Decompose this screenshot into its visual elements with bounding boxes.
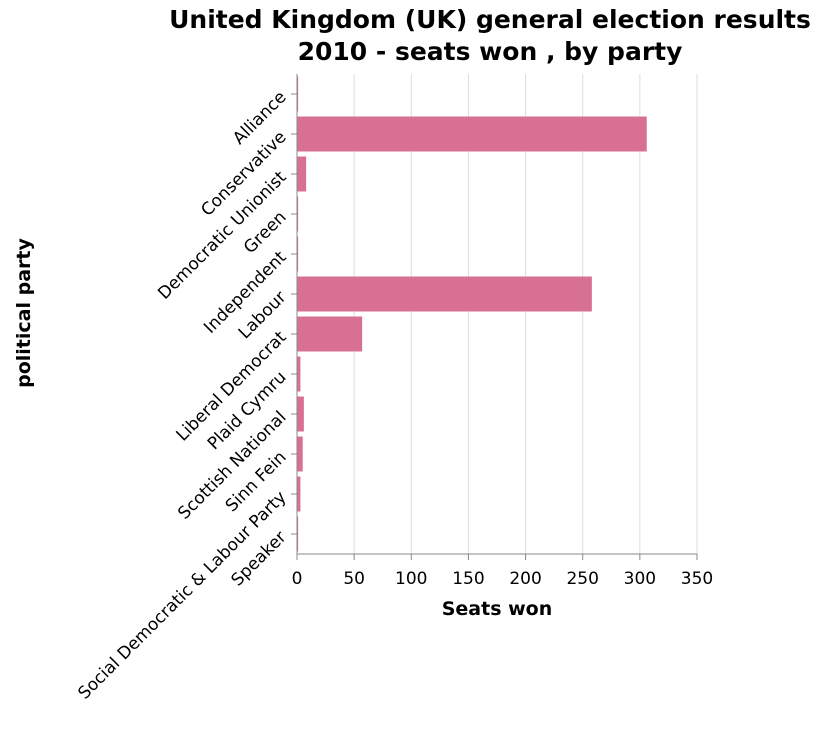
x-tick-label: 150 <box>452 569 484 589</box>
chart-title-line-2: 2010 - seats won , by party <box>298 37 683 66</box>
bar <box>297 436 303 472</box>
x-axis-title: Seats won <box>442 598 553 620</box>
gridlines <box>296 74 698 554</box>
bar <box>297 156 307 192</box>
chart-title-line-1: United Kingdom (UK) general election res… <box>169 5 811 34</box>
bars <box>297 76 647 552</box>
bar <box>297 396 304 432</box>
x-tick-label: 50 <box>343 569 365 589</box>
bar <box>297 116 647 152</box>
bar <box>297 356 301 392</box>
bar <box>297 196 299 232</box>
x-tick-label: 300 <box>624 569 656 589</box>
x-tick-label: 0 <box>292 569 303 589</box>
y-tick-label: Social Democratic & Labour Party <box>74 487 290 703</box>
y-axis-title: political party <box>13 238 35 388</box>
bar <box>297 276 592 312</box>
axes: 0 50 100 150 200 250 300 350AllianceConservativ… <box>74 74 713 704</box>
x-tick-label: 250 <box>566 569 598 589</box>
bar <box>297 316 363 352</box>
bar <box>297 76 299 112</box>
x-tick-label: 100 <box>395 569 427 589</box>
bar <box>297 516 299 552</box>
bar <box>297 476 301 512</box>
bar <box>297 236 299 272</box>
x-tick-label: 350 <box>681 569 713 589</box>
x-tick-label: 200 <box>509 569 541 589</box>
